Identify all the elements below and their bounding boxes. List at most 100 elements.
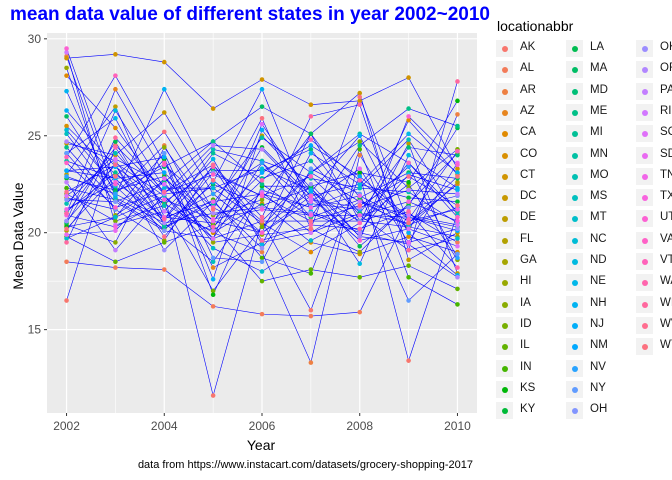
data-point-NV [406,164,411,170]
data-point-AL [210,304,216,309]
legend-dot [502,131,508,138]
legend-key-NE [566,274,583,292]
data-point-AL [455,240,460,245]
legend-label-IA: IA [520,296,531,309]
legend-dot [572,280,578,287]
legend-dot [572,88,578,95]
data-point-OH [113,199,118,204]
data-point-AL [64,259,69,265]
legend-label-OH: OH [590,403,608,416]
data-point-UT [455,162,460,168]
data-point-SD [308,199,314,204]
data-point-AK [210,393,216,398]
data-point-MO [161,203,167,208]
data-point-RI [64,50,69,55]
data-point-CA [113,125,118,131]
data-point-NE [455,170,460,175]
data-point-WV [259,218,265,224]
data-point-SD [357,166,363,172]
legend-label-WY: WY [660,339,672,352]
data-point-NJ [357,133,363,139]
legend-label-WI: WI [660,296,672,309]
data-point-DC [357,90,363,96]
legend-dot [572,322,578,329]
data-point-NV [210,191,216,197]
legend-key-MN [566,146,583,164]
data-point-CO [406,234,411,239]
data-point-CA [64,73,69,78]
data-point-NJ [161,154,167,160]
data-point-IN [455,302,460,307]
data-point-WA [161,216,167,222]
legend-key-KY [496,402,513,420]
legend-key-AK [496,40,513,57]
data-point-NY [64,150,69,156]
data-point-KS [210,292,216,298]
legend-dot [642,88,648,95]
data-point-MD [455,152,460,158]
legend-label-MA: MA [590,62,608,75]
data-point-OR [64,139,69,144]
data-point-MT [210,245,216,251]
legend-key-OK [636,40,653,57]
legend-dot [642,301,648,308]
legend-dot [502,386,508,393]
legend-dot [502,365,508,372]
data-point-AK [308,307,314,313]
legend-title: locationabbr [497,18,574,34]
data-point-LA [113,139,118,144]
legend-label-MT: MT [590,211,607,224]
legend-dot [502,301,508,308]
data-point-MI [210,150,216,156]
data-point-SD [161,176,167,181]
data-point-NC [308,170,314,175]
legend-dot [572,46,578,52]
data-point-VA [113,205,118,210]
legend-dot [572,67,578,74]
data-point-VT [357,178,363,183]
legend-dot [642,195,648,202]
legend-dot [642,259,648,265]
x-tick-label: 2006 [249,419,276,433]
data-point-CT [357,98,363,104]
legend-key-LA [566,40,583,57]
data-point-ND [259,166,265,172]
data-point-DE [406,141,411,146]
data-point-KY [455,199,460,204]
legend-dot [572,152,578,159]
legend-key-VA [636,231,653,249]
data-point-VT [113,73,118,78]
legend-key-TN [636,167,653,185]
data-point-NE [259,242,265,247]
legend-dot [502,237,508,244]
legend-label-LA: LA [590,41,605,53]
legend-key-SC [636,125,653,143]
legend-label-NM: NM [590,339,608,352]
legend-label-DC: DC [520,190,537,203]
legend-dot [572,408,578,415]
legend-label-FL: FL [520,232,534,245]
data-point-RI [161,209,167,214]
data-point-ME [259,181,265,187]
data-point-IA [161,145,167,150]
legend-dot [642,152,648,159]
data-point-CO [64,123,69,129]
data-point-WV [455,203,460,208]
data-point-MO [64,201,69,206]
legend-dot [572,173,578,180]
legend-key-ND [566,253,583,270]
data-point-OK [259,245,265,251]
legend-label-AR: AR [520,83,536,96]
legend-dot [502,322,508,329]
legend-key-KS [496,380,513,398]
legend-label-ME: ME [590,104,608,117]
data-point-TN [210,199,216,204]
legend-label-RI: RI [660,104,672,117]
legend-key-MI [566,125,583,143]
data-point-WA [308,222,314,228]
legend-label-TX: TX [660,190,672,203]
data-point-HI [210,240,216,245]
data-point-ND [406,152,411,158]
data-point-VT [406,216,411,222]
data-point-MD [406,145,411,150]
